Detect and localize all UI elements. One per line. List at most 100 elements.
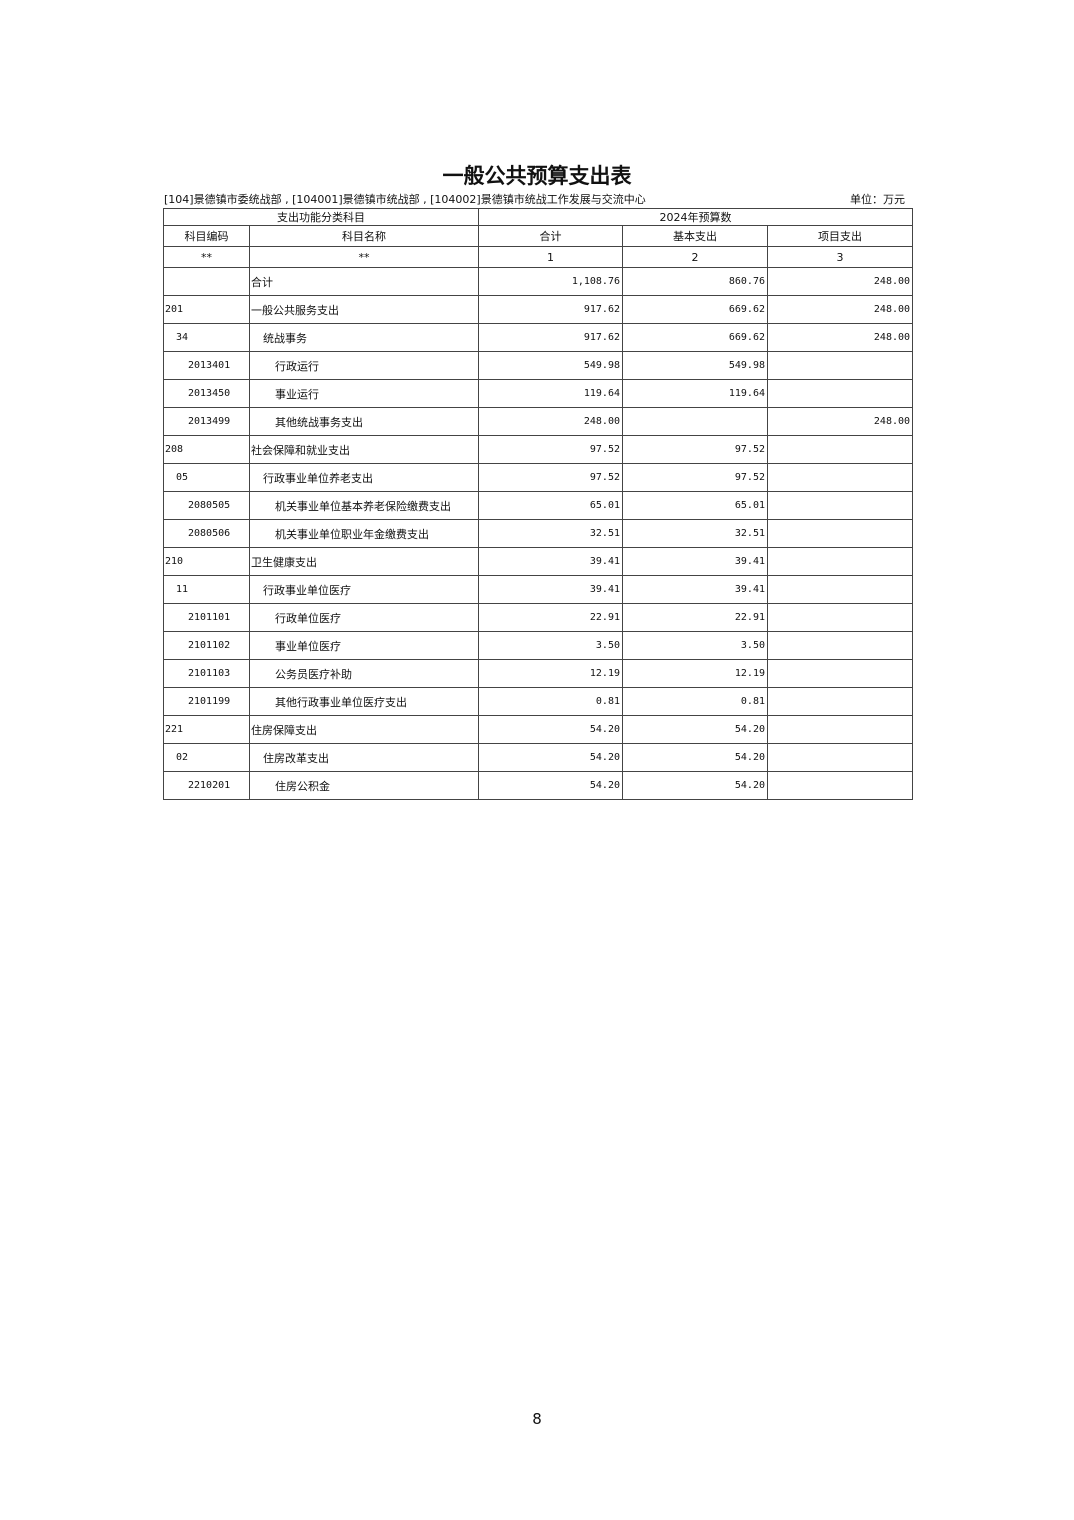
project-cell: 248.00 xyxy=(766,267,914,296)
total-cell: 22.91 xyxy=(478,603,623,632)
unit-label: 单位：万元 xyxy=(850,193,905,206)
project-cell xyxy=(766,547,914,576)
table-row: 02 住房改革支出 54.20 54.20 xyxy=(163,743,914,772)
total-cell: 248.00 xyxy=(478,407,623,436)
table-row: 2080506 机关事业单位职业年金缴费支出 32.51 32.51 xyxy=(163,519,914,548)
code-cell: 221 xyxy=(163,715,250,744)
header-basic: 基本支出 xyxy=(622,225,768,247)
name-cell: 卫生健康支出 xyxy=(249,547,479,576)
table-row: 2101199 其他行政事业单位医疗支出 0.81 0.81 xyxy=(163,687,914,716)
name-cell: 事业运行 xyxy=(249,379,479,408)
basic-cell: 860.76 xyxy=(622,267,768,296)
name-cell: 机关事业单位职业年金缴费支出 xyxy=(249,519,479,548)
project-cell xyxy=(766,715,914,744)
code-cell xyxy=(163,267,250,296)
table-row: 208 社会保障和就业支出 97.52 97.52 xyxy=(163,435,914,464)
header-code: 科目编码 xyxy=(163,225,250,247)
project-cell xyxy=(766,631,914,660)
table-row: 合计 1,108.76 860.76 248.00 xyxy=(163,267,914,296)
total-cell: 1,108.76 xyxy=(478,267,623,296)
project-cell xyxy=(766,603,914,632)
page-number: 8 xyxy=(532,1410,542,1428)
basic-cell: 3.50 xyxy=(622,631,768,660)
header-total: 合计 xyxy=(478,225,623,247)
index-cell: ** xyxy=(163,246,250,268)
project-cell: 248.00 xyxy=(766,323,914,352)
name-cell: 一般公共服务支出 xyxy=(249,295,479,324)
code-cell: 34 xyxy=(163,323,250,352)
code-cell: 02 xyxy=(163,743,250,772)
index-cell: ** xyxy=(249,246,479,268)
name-cell: 行政事业单位养老支出 xyxy=(249,463,479,492)
project-cell xyxy=(766,687,914,716)
name-cell: 公务员医疗补助 xyxy=(249,659,479,688)
header-row-columns: 科目编码 科目名称 合计 基本支出 项目支出 xyxy=(163,225,914,247)
index-cell: 1 xyxy=(478,246,623,268)
header-row-group: 支出功能分类科目 2024年预算数 xyxy=(163,208,914,226)
code-cell: 05 xyxy=(163,463,250,492)
department-list: [104]景德镇市委统战部 , [104001]景德镇市统战部 , [10400… xyxy=(164,193,646,206)
total-cell: 54.20 xyxy=(478,715,623,744)
table-row: 2101102 事业单位医疗 3.50 3.50 xyxy=(163,631,914,660)
total-cell: 32.51 xyxy=(478,519,623,548)
name-cell: 事业单位医疗 xyxy=(249,631,479,660)
project-cell xyxy=(766,463,914,492)
name-cell: 住房公积金 xyxy=(249,771,479,800)
code-cell: 210 xyxy=(163,547,250,576)
basic-cell: 65.01 xyxy=(622,491,768,520)
code-cell: 2101103 xyxy=(163,659,250,688)
basic-cell xyxy=(622,407,768,436)
basic-cell: 32.51 xyxy=(622,519,768,548)
code-cell: 2210201 xyxy=(163,771,250,800)
total-cell: 549.98 xyxy=(478,351,623,380)
table-row: 2210201 住房公积金 54.20 54.20 xyxy=(163,771,914,800)
table-row: 2013450 事业运行 119.64 119.64 xyxy=(163,379,914,408)
project-cell xyxy=(766,519,914,548)
total-cell: 12.19 xyxy=(478,659,623,688)
code-cell: 2080505 xyxy=(163,491,250,520)
project-cell xyxy=(766,771,914,800)
name-cell: 机关事业单位基本养老保险缴费支出 xyxy=(249,491,479,520)
index-cell: 2 xyxy=(622,246,768,268)
total-cell: 97.52 xyxy=(478,463,623,492)
basic-cell: 97.52 xyxy=(622,435,768,464)
total-cell: 97.52 xyxy=(478,435,623,464)
header-row-index: ** ** 1 2 3 xyxy=(163,246,914,268)
name-cell: 社会保障和就业支出 xyxy=(249,435,479,464)
total-cell: 917.62 xyxy=(478,323,623,352)
total-cell: 39.41 xyxy=(478,575,623,604)
table-row: 11 行政事业单位医疗 39.41 39.41 xyxy=(163,575,914,604)
code-cell: 2101102 xyxy=(163,631,250,660)
basic-cell: 54.20 xyxy=(622,743,768,772)
code-cell: 2013450 xyxy=(163,379,250,408)
name-cell: 住房改革支出 xyxy=(249,743,479,772)
project-cell xyxy=(766,491,914,520)
name-cell: 行政事业单位医疗 xyxy=(249,575,479,604)
total-cell: 917.62 xyxy=(478,295,623,324)
table-row: 221 住房保障支出 54.20 54.20 xyxy=(163,715,914,744)
code-cell: 11 xyxy=(163,575,250,604)
total-cell: 65.01 xyxy=(478,491,623,520)
page-title: 一般公共预算支出表 xyxy=(442,163,632,188)
code-cell: 2080506 xyxy=(163,519,250,548)
project-cell xyxy=(766,379,914,408)
table-row: 2101101 行政单位医疗 22.91 22.91 xyxy=(163,603,914,632)
total-cell: 3.50 xyxy=(478,631,623,660)
basic-cell: 549.98 xyxy=(622,351,768,380)
basic-cell: 54.20 xyxy=(622,715,768,744)
code-cell: 2013401 xyxy=(163,351,250,380)
basic-cell: 22.91 xyxy=(622,603,768,632)
basic-cell: 39.41 xyxy=(622,575,768,604)
project-cell xyxy=(766,743,914,772)
project-cell: 248.00 xyxy=(766,407,914,436)
code-cell: 2101199 xyxy=(163,687,250,716)
total-cell: 54.20 xyxy=(478,743,623,772)
header-function-category: 支出功能分类科目 xyxy=(163,208,479,226)
project-cell xyxy=(766,351,914,380)
project-cell xyxy=(766,435,914,464)
name-cell: 其他统战事务支出 xyxy=(249,407,479,436)
name-cell: 行政运行 xyxy=(249,351,479,380)
code-cell: 208 xyxy=(163,435,250,464)
name-cell: 其他行政事业单位医疗支出 xyxy=(249,687,479,716)
project-cell xyxy=(766,575,914,604)
